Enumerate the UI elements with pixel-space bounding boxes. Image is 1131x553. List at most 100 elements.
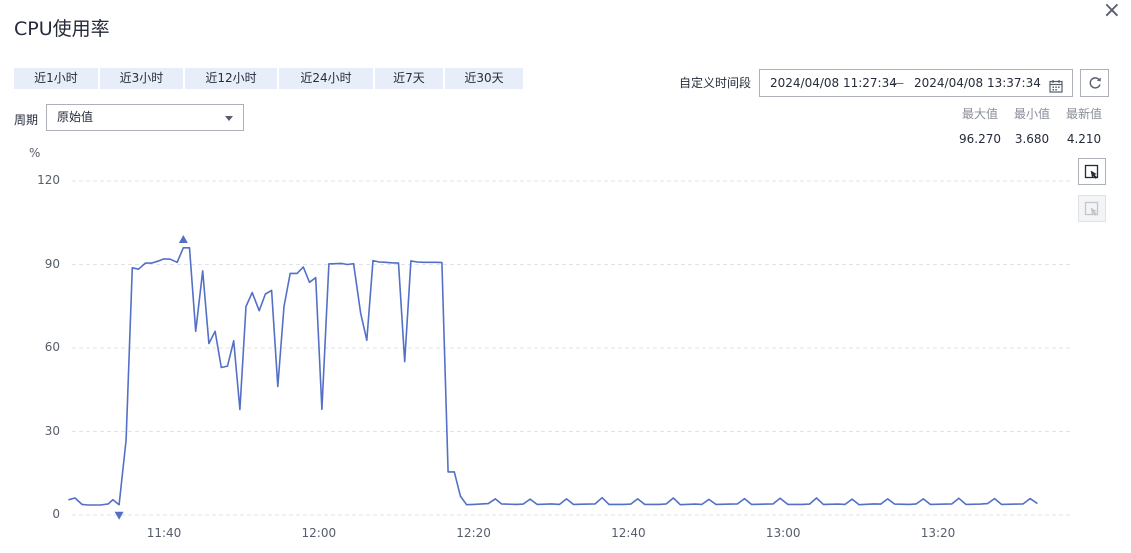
data-point	[157, 261, 158, 262]
data-point	[277, 386, 278, 387]
data-point	[315, 277, 316, 278]
data-point	[366, 340, 367, 341]
data-points	[68, 247, 1037, 505]
stat-min: 最小值 3.680	[1008, 105, 1056, 146]
data-point	[360, 312, 361, 313]
stat-max-label: 最大值	[956, 105, 1004, 122]
stat-latest-value: 4.210	[1060, 132, 1108, 146]
data-point	[126, 439, 127, 440]
range-3h-button[interactable]: 近3小时	[100, 68, 183, 89]
data-point	[659, 504, 660, 505]
data-point	[1030, 498, 1031, 499]
range-30d-button[interactable]: 近30天	[445, 68, 523, 89]
data-point	[802, 504, 803, 505]
x-tick-label: 11:40	[139, 526, 189, 540]
data-point	[328, 263, 329, 264]
data-point	[859, 504, 860, 505]
data-point	[809, 504, 810, 505]
data-point	[666, 503, 667, 504]
data-point	[845, 504, 846, 505]
cpu-usage-line	[69, 248, 1037, 505]
data-point	[423, 262, 424, 263]
data-point	[501, 503, 502, 504]
range-1h-button[interactable]: 近1小时	[14, 68, 98, 89]
close-icon[interactable]: ×	[1103, 0, 1121, 23]
data-point	[81, 504, 82, 505]
data-point	[460, 496, 461, 497]
range-end-input[interactable]: 2024/04/08 13:37:34	[914, 70, 1041, 96]
calendar-icon[interactable]	[1049, 76, 1063, 102]
data-point	[537, 504, 538, 505]
refresh-button[interactable]	[1080, 69, 1109, 97]
range-12h-button[interactable]: 近12小时	[185, 68, 277, 89]
data-point	[309, 282, 310, 283]
data-point	[923, 498, 924, 499]
data-point	[573, 504, 574, 505]
data-point	[637, 498, 638, 499]
period-select[interactable]: 原始值	[46, 104, 244, 131]
data-point	[530, 499, 531, 500]
data-point	[644, 504, 645, 505]
data-point	[335, 263, 336, 264]
data-point	[495, 498, 496, 499]
data-point	[163, 258, 164, 259]
data-point	[435, 262, 436, 263]
data-point	[145, 263, 146, 264]
data-point	[780, 498, 781, 499]
data-point	[773, 503, 774, 504]
period-label: 周期	[14, 111, 38, 128]
data-point	[708, 499, 709, 500]
x-tick-label: 13:20	[913, 526, 963, 540]
data-point	[321, 409, 322, 410]
y-tick-label: 90	[20, 257, 60, 271]
data-point	[233, 340, 234, 341]
range-start-input[interactable]: 2024/04/08 11:27:34	[770, 70, 897, 96]
data-point	[341, 263, 342, 264]
data-point	[454, 471, 455, 472]
data-point	[398, 263, 399, 264]
cpu-usage-chart	[0, 150, 1131, 553]
data-point	[873, 503, 874, 504]
data-point	[694, 504, 695, 505]
page-title: CPU使用率	[14, 14, 110, 41]
data-point	[887, 498, 888, 499]
data-point	[353, 263, 354, 264]
data-point	[680, 504, 681, 505]
x-tick-label: 13:00	[758, 526, 808, 540]
date-range-picker[interactable]: 2024/04/08 11:27:34 — 2024/04/08 13:37:3…	[759, 69, 1073, 97]
data-point	[951, 503, 952, 504]
data-point	[608, 504, 609, 505]
range-7d-button[interactable]: 近7天	[375, 68, 443, 89]
data-point	[303, 266, 304, 267]
data-point	[290, 273, 291, 274]
data-point	[68, 499, 69, 500]
data-point	[730, 504, 731, 505]
data-point	[737, 503, 738, 504]
data-point	[516, 504, 517, 505]
data-point	[448, 471, 449, 472]
data-point	[909, 504, 910, 505]
data-point	[265, 293, 266, 294]
data-point	[227, 366, 228, 367]
data-point	[623, 504, 624, 505]
range-24h-button[interactable]: 近24小时	[279, 68, 373, 89]
stat-latest-label: 最新值	[1060, 105, 1108, 122]
y-tick-label: 0	[20, 507, 60, 521]
data-point	[701, 504, 702, 505]
data-point	[595, 503, 596, 504]
stat-latest: 最新值 4.210	[1060, 105, 1108, 146]
data-point	[838, 504, 839, 505]
data-point	[894, 504, 895, 505]
range-separator: —	[892, 70, 904, 96]
data-point	[823, 504, 824, 505]
data-point	[94, 504, 95, 505]
data-point	[1001, 504, 1002, 505]
data-point	[391, 262, 392, 263]
y-tick-label: 60	[20, 340, 60, 354]
data-point	[88, 504, 89, 505]
data-point	[138, 269, 139, 270]
data-point	[930, 504, 931, 505]
data-point	[297, 273, 298, 274]
data-point	[183, 247, 184, 248]
custom-range-label: 自定义时间段	[679, 74, 751, 91]
